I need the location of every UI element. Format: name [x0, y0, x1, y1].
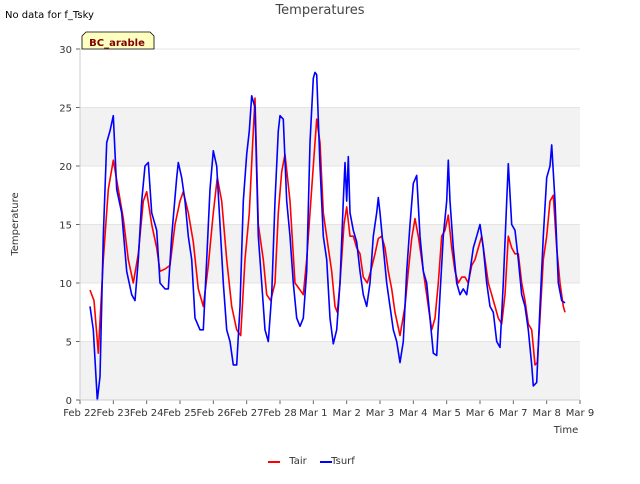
- grid-band: [80, 49, 580, 108]
- annotation-box: BC_arable: [81, 31, 155, 50]
- annotation-shape: [81, 31, 155, 50]
- x-tick-label: Mar 3: [366, 408, 394, 419]
- x-tick-label: Feb 26: [197, 408, 231, 419]
- y-tick-label: 15: [59, 221, 72, 232]
- annotation-label: BC_arable: [89, 38, 145, 49]
- grid-band: [80, 224, 580, 283]
- grid-band: [80, 166, 580, 225]
- x-axis: Feb 22 Feb 23 Feb 24 Feb 25 Feb 26 Feb 27 Feb …: [63, 400, 594, 419]
- legend-label-tsurf: Tsurf: [330, 456, 355, 467]
- y-tick-label: 25: [59, 104, 72, 115]
- x-tick-label: Mar 2: [332, 408, 360, 419]
- y-tick-label: 20: [59, 162, 72, 173]
- legend: Tair Tsurf: [268, 456, 355, 467]
- x-axis-label: Time: [553, 425, 578, 436]
- x-tick-label: Mar 9: [566, 408, 594, 419]
- x-tick-label: Feb 27: [230, 408, 264, 419]
- y-tick-label: 10: [59, 279, 72, 290]
- x-tick-label: Feb 24: [130, 408, 164, 419]
- series-line-tsurf: [89, 71, 566, 401]
- grid-band: [80, 107, 580, 166]
- x-tick-label: Mar 7: [499, 408, 527, 419]
- x-tick-label: Feb 22: [63, 408, 97, 419]
- y-tick-label: 30: [59, 45, 72, 56]
- x-tick-label: Mar 6: [466, 408, 494, 419]
- x-tick-label: Mar 8: [532, 408, 560, 419]
- y-axis: 0 5 10 15 20 25 30: [59, 45, 80, 407]
- x-tick-label: Feb 28: [263, 408, 297, 419]
- x-tick-label: Mar 5: [432, 408, 460, 419]
- chart-title: Temperatures: [274, 3, 364, 18]
- x-tick-label: Feb 23: [97, 408, 131, 419]
- series-lines: [89, 71, 566, 401]
- x-tick-label: Feb 25: [163, 408, 197, 419]
- legend-label-tair: Tair: [288, 456, 307, 467]
- y-tick-label: 5: [66, 338, 72, 349]
- series-line-tair: [89, 97, 566, 366]
- corner-note: No data for f_Tsky: [5, 10, 94, 21]
- grid-band: [80, 341, 580, 400]
- x-tick-label: Mar 4: [399, 408, 427, 419]
- y-axis-label: Temperature: [10, 192, 21, 256]
- x-tick-label: Mar 1: [299, 408, 327, 419]
- grid-bands: [80, 49, 580, 400]
- y-tick-label: 0: [66, 396, 72, 407]
